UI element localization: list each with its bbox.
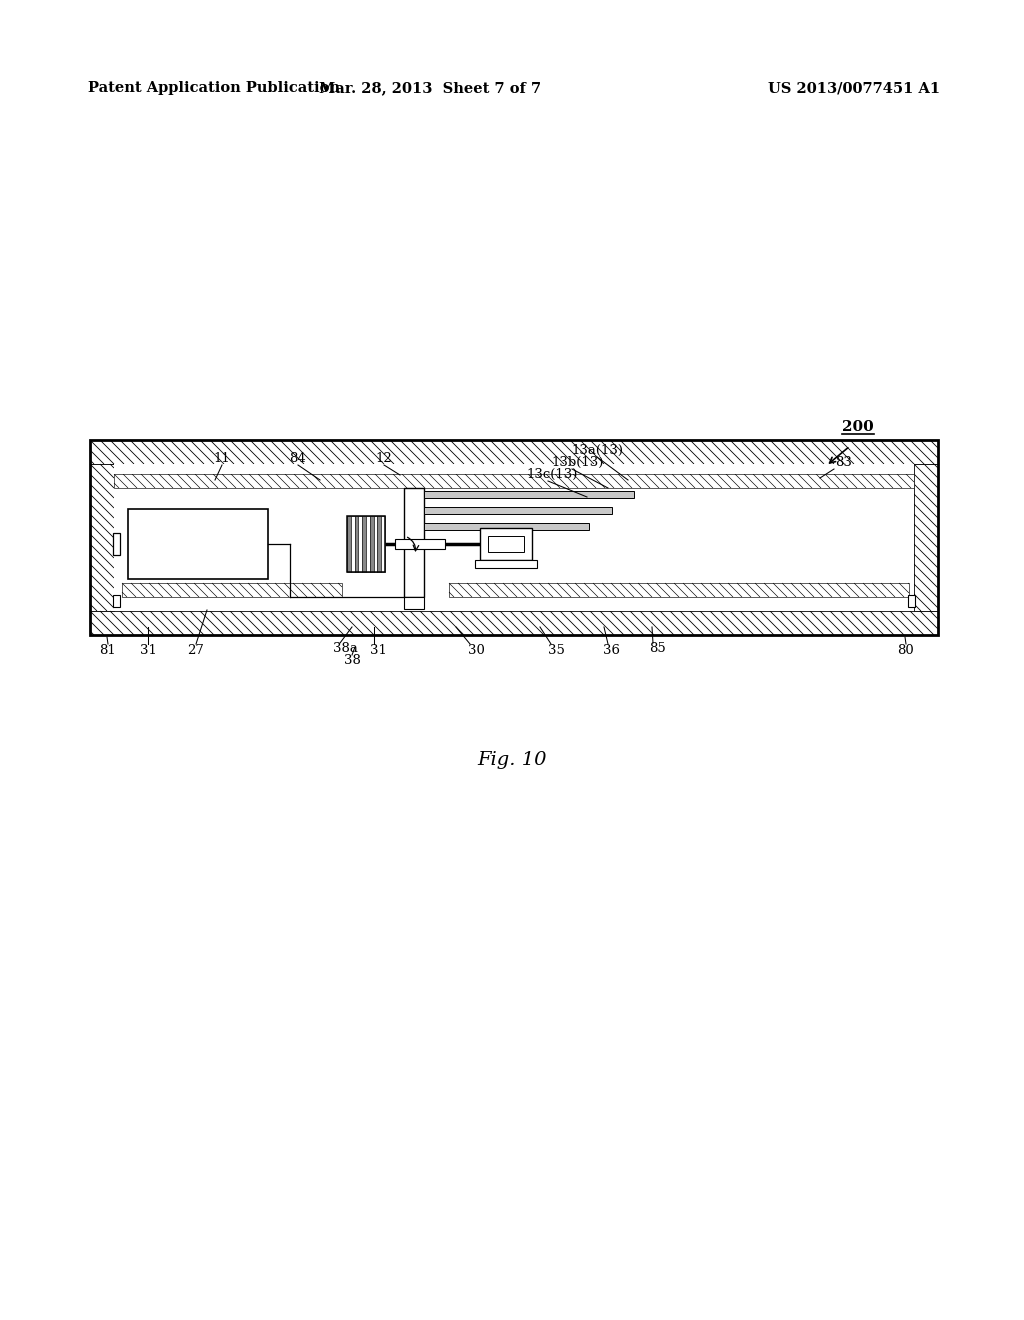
Bar — [114, 465, 914, 474]
Bar — [449, 583, 909, 597]
Bar — [90, 440, 938, 635]
Bar — [90, 440, 938, 635]
Bar — [366, 516, 370, 572]
Bar — [347, 516, 385, 572]
Text: 38a: 38a — [333, 642, 357, 655]
Text: Patent Application Publication: Patent Application Publication — [88, 81, 340, 95]
Text: 11: 11 — [214, 451, 230, 465]
Bar — [374, 516, 378, 572]
Bar — [114, 474, 914, 488]
Bar — [424, 507, 612, 513]
Text: 27: 27 — [187, 644, 205, 656]
Bar — [370, 516, 374, 572]
Text: 83: 83 — [836, 455, 852, 469]
Text: 81: 81 — [99, 644, 117, 656]
Bar — [113, 533, 120, 554]
Bar — [90, 465, 114, 611]
Text: 35: 35 — [548, 644, 564, 656]
Text: US 2013/0077451 A1: US 2013/0077451 A1 — [768, 81, 940, 95]
Text: 200: 200 — [842, 420, 873, 434]
Bar — [358, 516, 362, 572]
Bar — [424, 491, 634, 498]
Bar — [424, 523, 589, 531]
Text: 12: 12 — [376, 451, 392, 465]
Text: 31: 31 — [370, 644, 386, 656]
Text: 13b(13): 13b(13) — [552, 455, 604, 469]
Bar — [362, 516, 366, 572]
Text: 13c(13): 13c(13) — [526, 467, 578, 480]
Bar — [122, 583, 342, 597]
Bar — [395, 539, 445, 549]
Bar — [90, 611, 938, 635]
Bar — [378, 516, 381, 572]
Text: 31: 31 — [139, 644, 157, 656]
Bar — [404, 597, 424, 609]
Text: Mar. 28, 2013  Sheet 7 of 7: Mar. 28, 2013 Sheet 7 of 7 — [318, 81, 541, 95]
Text: 85: 85 — [649, 642, 667, 655]
Bar — [114, 465, 914, 611]
Bar — [90, 440, 938, 465]
Text: 13a(13): 13a(13) — [571, 444, 623, 457]
Text: 80: 80 — [898, 644, 914, 656]
Bar — [404, 488, 424, 597]
Text: 84: 84 — [290, 451, 306, 465]
Text: 30: 30 — [468, 644, 484, 656]
Bar — [914, 465, 938, 611]
Bar — [354, 516, 358, 572]
Bar — [475, 560, 537, 568]
Text: 38: 38 — [344, 653, 360, 667]
Bar — [347, 516, 351, 572]
Bar — [351, 516, 354, 572]
Bar — [480, 528, 532, 560]
Text: Fig. 10: Fig. 10 — [477, 751, 547, 770]
Bar — [908, 595, 915, 607]
Bar — [128, 510, 268, 579]
Bar — [381, 516, 385, 572]
Text: 36: 36 — [603, 644, 621, 656]
Bar — [113, 595, 120, 607]
Bar — [488, 536, 524, 552]
